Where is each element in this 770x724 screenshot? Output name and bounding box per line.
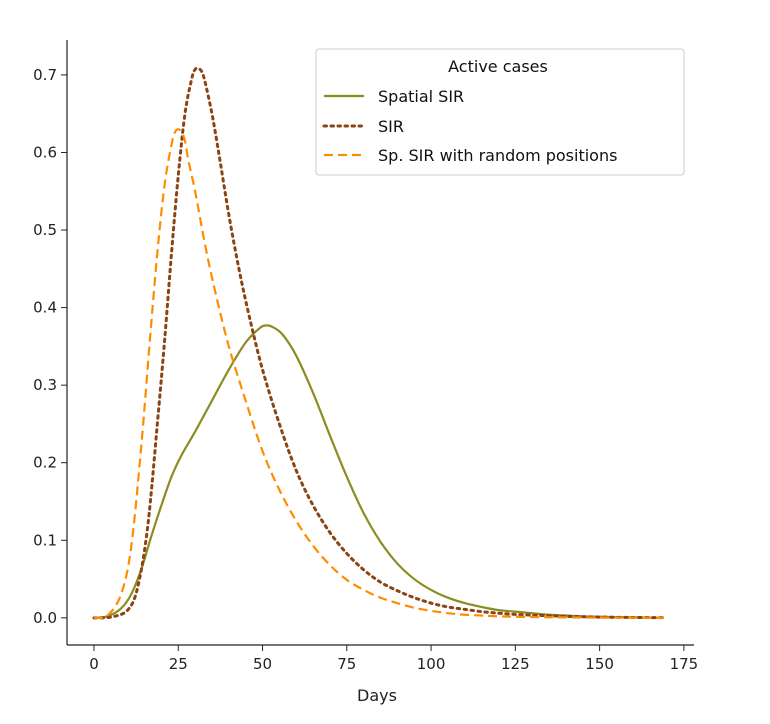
x-tick-label: 150: [585, 655, 614, 673]
series-line-spatial-sir: [93, 324, 664, 619]
x-tick-label: 100: [417, 655, 446, 673]
y-tick-label: 0.0: [33, 609, 57, 627]
y-tick-label: 0.5: [33, 221, 57, 239]
y-tick-label: 0.4: [33, 299, 57, 317]
y-tick-label: 0.6: [33, 143, 57, 161]
x-tick-label: 75: [337, 655, 356, 673]
legend-frame: [315, 48, 685, 176]
x-tick-label: 175: [670, 655, 699, 673]
plot-area: 0.0 0.1 0.2 0.3 0.4 0.5 0.6 0.7 0 25 50 75 100 125 150…: [33, 40, 698, 673]
series-line-sp-sir-random: [93, 128, 664, 620]
legend-title: Active cases: [448, 57, 548, 76]
x-tick-label: 25: [169, 655, 188, 673]
legend: Active cases Spatial SIR SIR Sp. SIR wit…: [315, 48, 685, 176]
legend-label-sp-sir-random: Sp. SIR with random positions: [378, 146, 617, 165]
y-tick-label: 0.7: [33, 66, 57, 84]
x-tick-label: 125: [501, 655, 530, 673]
y-tick-label: 0.2: [33, 454, 57, 472]
x-tick-label: 0: [89, 655, 99, 673]
series-line-sir: [92, 66, 666, 620]
legend-label-spatial-sir: Spatial SIR: [378, 87, 464, 106]
x-axis-title: Days: [357, 686, 397, 705]
x-tick-label: 50: [253, 655, 272, 673]
y-tick-label: 0.1: [33, 531, 57, 549]
y-tick-label: 0.3: [33, 376, 57, 394]
legend-label-sir: SIR: [378, 117, 404, 136]
